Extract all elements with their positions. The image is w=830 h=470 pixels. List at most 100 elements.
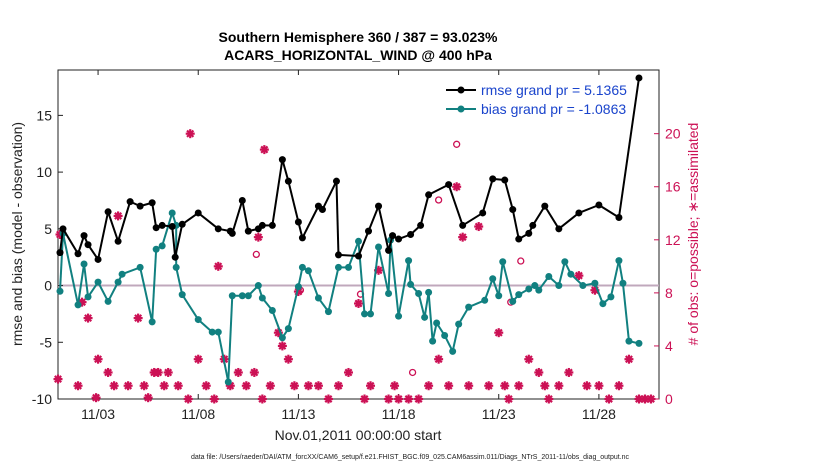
rmse-line-segment (367, 205, 380, 232)
rmse-point (515, 235, 523, 243)
obs-assimilated-marker (554, 381, 563, 390)
rmse-line-segment (107, 211, 120, 242)
obs-assimilated-marker (110, 381, 119, 390)
bias-point (104, 297, 112, 305)
rmse-point (278, 156, 286, 164)
obs-assimilated-marker (254, 233, 263, 242)
obs-assimilated-marker (210, 395, 219, 403)
rmse-point (509, 206, 517, 214)
obs-possible-marker (453, 140, 461, 148)
bias-point (385, 289, 393, 297)
rmse-point (244, 227, 252, 235)
rmse-line-segment (62, 228, 79, 255)
x-tick-label: 11/03 (81, 406, 115, 422)
bias-point (545, 272, 553, 280)
obs-assimilated-marker (94, 355, 103, 364)
rmse-point (541, 202, 549, 210)
rmse-line-segment (357, 230, 370, 257)
bias-line-segment (497, 261, 504, 296)
bias-line-segment (62, 233, 80, 306)
bias-point (449, 347, 457, 355)
bias-point (509, 297, 517, 305)
bias-line-segment (483, 278, 494, 301)
obs-assimilated-marker (474, 222, 483, 231)
rmse-point (94, 255, 102, 263)
obs-assimilated-marker (258, 395, 267, 403)
bias-point (278, 334, 286, 342)
bias-line-segment (369, 246, 380, 315)
obs-assimilated-marker (174, 381, 183, 390)
obs-assimilated-marker (202, 381, 211, 390)
bias-point (619, 279, 627, 287)
bias-point (238, 292, 246, 300)
bias-point (495, 292, 503, 300)
obs-possible-marker (408, 368, 417, 377)
rmse-point (445, 181, 453, 189)
bias-point (525, 285, 533, 293)
bias-point (515, 291, 523, 299)
rmse-line-segment (377, 205, 390, 251)
obs-assimilated-marker (390, 381, 399, 390)
rmse-line-segment (481, 178, 494, 214)
rmse-line-segment (281, 159, 290, 182)
bias-point (615, 257, 623, 265)
bias-line-segment (593, 282, 604, 305)
x-tick-label: 11/18 (382, 406, 416, 422)
y-tick-label: -5 (40, 334, 53, 350)
obs-assimilated-marker (284, 355, 293, 364)
bias-line-segment (389, 240, 400, 317)
rmse-point (104, 208, 112, 216)
bias-line-segment (609, 260, 620, 298)
obs-assimilated-marker (641, 395, 649, 403)
bias-line-segment (427, 292, 434, 342)
bias-point (433, 319, 441, 327)
y-axis-ticks: -10 -5 0 5 10 15 (32, 107, 63, 407)
obs-assimilated-marker (334, 381, 343, 390)
bias-point (94, 278, 102, 286)
obs-assimilated-marker (540, 381, 549, 390)
rmse-line-segment (97, 211, 110, 260)
bias-point (607, 293, 615, 301)
bias-line-segment (407, 260, 412, 285)
bias-point (421, 313, 429, 321)
bias-point (80, 260, 88, 268)
bias-line-segment (175, 267, 184, 295)
rmse-line-segment (558, 212, 580, 230)
obs-assimilated-marker (242, 381, 251, 390)
rmse-point (136, 202, 144, 210)
bias-point (395, 312, 403, 320)
rmse-point (168, 223, 176, 231)
obs-assimilated-marker (92, 393, 101, 402)
obs-assimilated-marker (54, 375, 62, 384)
rmse-line-segment (598, 204, 620, 219)
bias-point (244, 292, 252, 300)
rmse-line-segment (321, 180, 338, 210)
bias-line-segment (107, 281, 119, 302)
bias-point (499, 258, 507, 266)
bias-point (405, 257, 413, 265)
rmse-point (268, 221, 276, 229)
bias-line-segment (77, 263, 86, 305)
y-tick-label: 10 (36, 164, 52, 180)
obs-assimilated-marker (647, 395, 655, 403)
bias-point (114, 278, 122, 286)
obs-assimilated-marker (524, 355, 533, 364)
right-axis-ticks: 0 4 8 12 16 20 (654, 126, 681, 407)
bias-point (555, 282, 563, 290)
bias-point (158, 242, 166, 250)
rmse-line-segment (301, 205, 320, 239)
bias-point (268, 307, 276, 315)
rmse-point (126, 198, 134, 206)
rmse-point (318, 206, 326, 214)
rmse-point (355, 252, 362, 260)
obs-assimilated-marker (360, 395, 369, 403)
x-tick-label: 11/08 (181, 406, 215, 422)
bias-point (367, 310, 375, 318)
rmse-point (529, 221, 537, 229)
rmse-line-segment (117, 201, 132, 242)
obs-assimilated-marker (458, 233, 467, 242)
obs-assimilated-marker (494, 328, 503, 337)
bias-point (118, 270, 126, 278)
bias-point (465, 303, 473, 311)
